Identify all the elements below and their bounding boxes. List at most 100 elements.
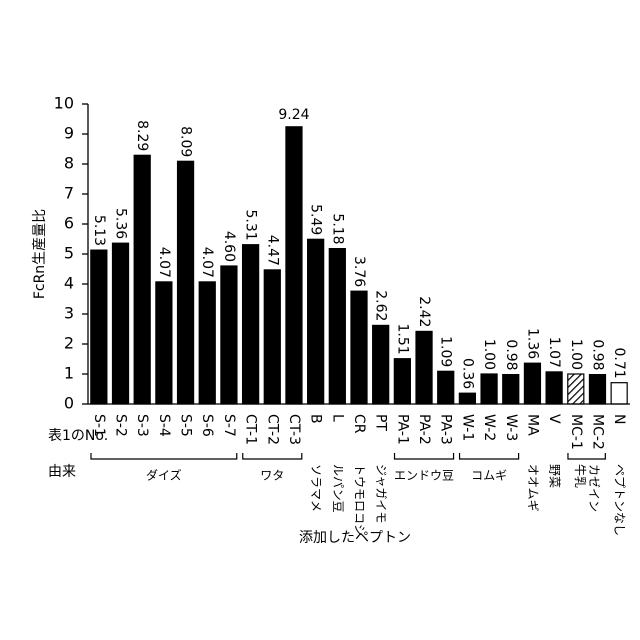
value-label: 0.98 <box>589 339 605 370</box>
value-label: 9.24 <box>278 107 309 123</box>
origin-bracket <box>395 453 454 459</box>
bar <box>459 393 475 404</box>
origin-bracket <box>568 453 605 459</box>
bar <box>438 371 454 404</box>
origin-label: ルパン豆 <box>331 464 345 513</box>
bar <box>546 372 562 404</box>
x-tick-label: S-6 <box>199 414 215 437</box>
bar <box>416 331 432 404</box>
origin-label: ジャガイモ <box>374 464 388 523</box>
x-tick-label: PA-1 <box>394 414 410 445</box>
chart: FcRn生産量比 添加したペプトン 表1のNo. 由来 012345678910… <box>0 0 640 640</box>
bar <box>589 375 605 404</box>
value-label: 1.07 <box>546 337 562 368</box>
y-tick-label: 1 <box>64 364 74 383</box>
value-label: 1.09 <box>438 336 454 367</box>
x-tick-label: MA <box>524 414 540 436</box>
value-label: 5.49 <box>308 204 324 235</box>
origin-label: ペプトンなし <box>613 464 627 536</box>
value-label: 5.18 <box>329 213 345 244</box>
y-tick-label: 6 <box>64 214 74 233</box>
bar <box>524 363 540 404</box>
bar <box>503 375 519 404</box>
value-label: 4.07 <box>156 247 172 278</box>
y-tick-label: 0 <box>64 394 74 413</box>
x-tick-label: W-3 <box>503 414 519 441</box>
value-label: 4.60 <box>221 231 237 262</box>
origin-label: カゼイン <box>587 464 601 512</box>
x-tick-label: PA-2 <box>416 414 432 445</box>
x-tick-label: MC-1 <box>568 414 584 450</box>
origin-label: ワタ <box>260 469 284 483</box>
origin-label: エンドウ豆 <box>394 469 454 483</box>
bar <box>91 250 107 404</box>
x-tick-label: B <box>308 414 324 424</box>
value-label: 5.13 <box>91 215 107 246</box>
origin-label: 野菜 <box>548 464 562 488</box>
value-label: 2.62 <box>373 290 389 321</box>
bar <box>134 155 150 404</box>
x-tick-label: W-1 <box>459 414 475 441</box>
x-tick-label: S-7 <box>221 414 237 437</box>
x-tick-label: CT-2 <box>264 414 280 445</box>
bar <box>611 383 627 404</box>
origin-label: 牛乳 <box>573 464 588 488</box>
y-tick-label: 7 <box>64 184 74 203</box>
value-label: 0.98 <box>503 339 519 370</box>
y-tick-label: 8 <box>64 154 74 173</box>
x-tick-label: L <box>329 414 345 422</box>
value-label: 4.07 <box>199 247 215 278</box>
bar <box>264 270 280 404</box>
y-axis-label: FcRn生産量比 <box>32 209 48 299</box>
bar <box>481 374 497 404</box>
bar <box>394 359 410 404</box>
origin-bracket <box>91 453 237 459</box>
origin-label: コムギ <box>471 469 507 483</box>
x-tick-label: PT <box>373 414 389 431</box>
bar <box>329 249 345 404</box>
value-label: 0.71 <box>611 348 627 379</box>
origin-label: オオムギ <box>526 464 540 512</box>
value-label: 8.09 <box>178 126 194 157</box>
value-label: 3.76 <box>351 256 367 287</box>
y-tick-label: 4 <box>64 274 74 293</box>
value-label: 5.31 <box>243 210 259 241</box>
x-tick-label: CT-3 <box>286 414 302 445</box>
value-label: 1.00 <box>481 339 497 370</box>
y-tick-label: 2 <box>64 334 74 353</box>
bar <box>178 161 194 404</box>
bar <box>308 239 324 404</box>
origin-label: トウモロコシ <box>353 464 367 536</box>
bar <box>351 291 367 404</box>
origin-label: ダイズ <box>146 468 182 483</box>
x-tick-label: S-2 <box>113 414 129 437</box>
y-tick-label: 3 <box>64 304 74 323</box>
bar <box>243 245 259 404</box>
value-label: 2.42 <box>416 296 432 327</box>
value-label: 4.47 <box>264 235 280 266</box>
row-label: 由来 <box>48 464 76 480</box>
x-tick-label: N <box>611 414 627 424</box>
origin-label: ソラマメ <box>309 464 323 512</box>
bar <box>112 243 128 404</box>
bar <box>199 282 215 404</box>
value-label: 5.36 <box>113 208 129 239</box>
bar <box>156 282 172 404</box>
x-tick-label: W-2 <box>481 414 497 441</box>
bar <box>568 374 584 404</box>
bar <box>221 266 237 404</box>
y-tick-label: 10 <box>54 94 74 113</box>
value-label: 8.29 <box>134 120 150 151</box>
value-label: 1.00 <box>568 339 584 370</box>
origin-bracket <box>460 453 519 459</box>
value-label: 0.36 <box>459 358 475 389</box>
x-tick-label: CT-1 <box>243 414 259 445</box>
bar <box>286 127 302 404</box>
bar <box>373 325 389 404</box>
x-tick-label: PA-3 <box>438 414 454 445</box>
x-tick-label: S-4 <box>156 414 172 437</box>
x-tick-label: S-3 <box>134 414 150 437</box>
y-tick-label: 5 <box>64 244 74 263</box>
origin-bracket <box>243 453 302 459</box>
value-label: 1.36 <box>524 328 540 359</box>
